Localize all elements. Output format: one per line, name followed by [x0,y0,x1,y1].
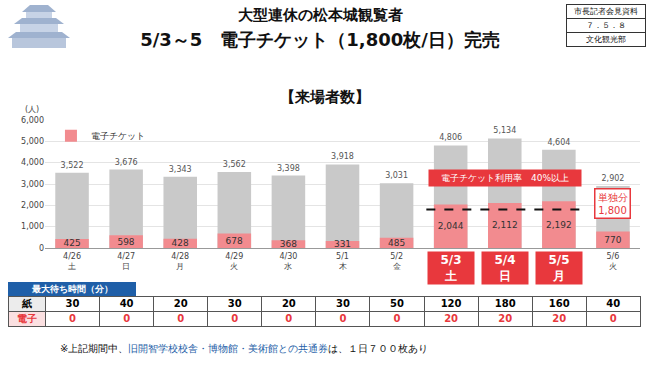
svg-text:4/30水: 4/30水 [279,252,297,271]
svg-text:3,676: 3,676 [115,158,138,167]
svg-text:331: 331 [334,239,351,249]
html-text:最大待ち時間（分）: 最大待ち時間（分） [31,284,113,294]
html-text:７．５．８: ７．５．８ [586,21,626,30]
html-text:40: 40 [119,298,134,309]
html-text:0: 0 [285,313,293,324]
svg-text:(人): (人) [25,105,39,114]
svg-text:678: 678 [226,236,243,246]
svg-text:4/28月: 4/28月 [171,252,189,271]
svg-text:598: 598 [117,237,134,247]
svg-text:4/29火: 4/29火 [225,252,243,271]
html-text:市長記者会見資料: 市長記者会見資料 [574,7,638,16]
svg-text:【来場者数】: 【来場者数】 [280,88,370,106]
html-text:0: 0 [339,313,347,324]
html-text:0: 0 [609,313,617,324]
html-text:40: 40 [606,298,621,309]
html-text:50: 50 [390,298,404,309]
svg-text:電子チケット: 電子チケット [91,131,145,141]
svg-text:5/5月: 5/5月 [548,253,569,283]
svg-text:5/1木: 5/1木 [336,252,349,271]
html-text:20: 20 [552,313,567,324]
svg-text:4,604: 4,604 [547,138,570,147]
svg-text:5,000: 5,000 [21,137,44,146]
svg-text:3,343: 3,343 [169,165,192,174]
html-text:0: 0 [69,313,76,324]
svg-text:770: 770 [604,235,621,245]
html-text:0: 0 [231,313,239,324]
html-text:160: 160 [548,298,570,309]
html-text:120: 120 [440,298,462,309]
html-text:大型連休の松本城観覧者: 大型連休の松本城観覧者 [237,6,403,24]
svg-text:5,134: 5,134 [493,126,516,135]
html-text:※上記期間中、旧開智学校校舎・博物館・美術館との共通券は、１: ※上記期間中、旧開智学校校舎・博物館・美術館との共通券は、１日７００枚あり [60,343,429,354]
svg-text:4,806: 4,806 [439,133,462,142]
svg-text:5/6火: 5/6火 [607,252,620,271]
svg-text:428: 428 [172,238,189,248]
svg-text:2,000: 2,000 [21,201,44,210]
html-text:20: 20 [444,313,458,324]
svg-text:3,562: 3,562 [223,160,246,169]
html-text:文化観光部: 文化観光部 [586,35,626,44]
svg-text:1,000: 1,000 [21,222,44,231]
html-text:30: 30 [336,298,350,309]
html-text:0: 0 [393,313,401,324]
html-text:0: 0 [177,313,185,324]
html-text:180: 180 [494,298,516,309]
svg-text:0: 0 [39,244,44,253]
svg-text:485: 485 [388,238,405,248]
svg-text:3,522: 3,522 [61,161,84,170]
svg-text:3,031: 3,031 [385,171,408,180]
html-text:0: 0 [123,313,131,324]
svg-text:3,000: 3,000 [21,180,44,189]
svg-text:5/4日: 5/4日 [494,253,515,283]
html-text:30: 30 [227,298,242,309]
svg-text:3,398: 3,398 [277,164,300,173]
html-text:紙: 紙 [22,298,32,309]
html-text:30: 30 [65,298,80,309]
html-text:20: 20 [498,313,513,324]
svg-text:4,000: 4,000 [21,158,44,167]
html-text:電子: 電子 [17,313,37,324]
svg-text:425: 425 [63,238,80,248]
html-text:20: 20 [281,298,296,309]
svg-text:2,112: 2,112 [492,220,518,230]
svg-text:電子チケット利用率 40%以上: 電子チケット利用率 40%以上 [441,173,569,183]
svg-text:368: 368 [280,239,297,249]
svg-text:3,918: 3,918 [331,152,354,161]
html-text:5/3～5 電子チケット（1,800枚/日）完売: 5/3～5 電子チケット（1,800枚/日）完売 [140,29,500,50]
svg-text:4/27日: 4/27日 [117,252,135,271]
svg-text:2,044: 2,044 [438,221,464,231]
svg-text:2,192: 2,192 [546,220,572,230]
svg-text:6,000: 6,000 [21,116,44,125]
svg-text:単独分1,800: 単独分1,800 [598,192,628,216]
svg-text:5/3土: 5/3土 [440,253,461,283]
svg-text:4/26土: 4/26土 [63,252,81,271]
svg-text:2,902: 2,902 [602,174,625,183]
svg-text:5/2金: 5/2金 [390,252,403,271]
html-text:20: 20 [173,298,188,309]
